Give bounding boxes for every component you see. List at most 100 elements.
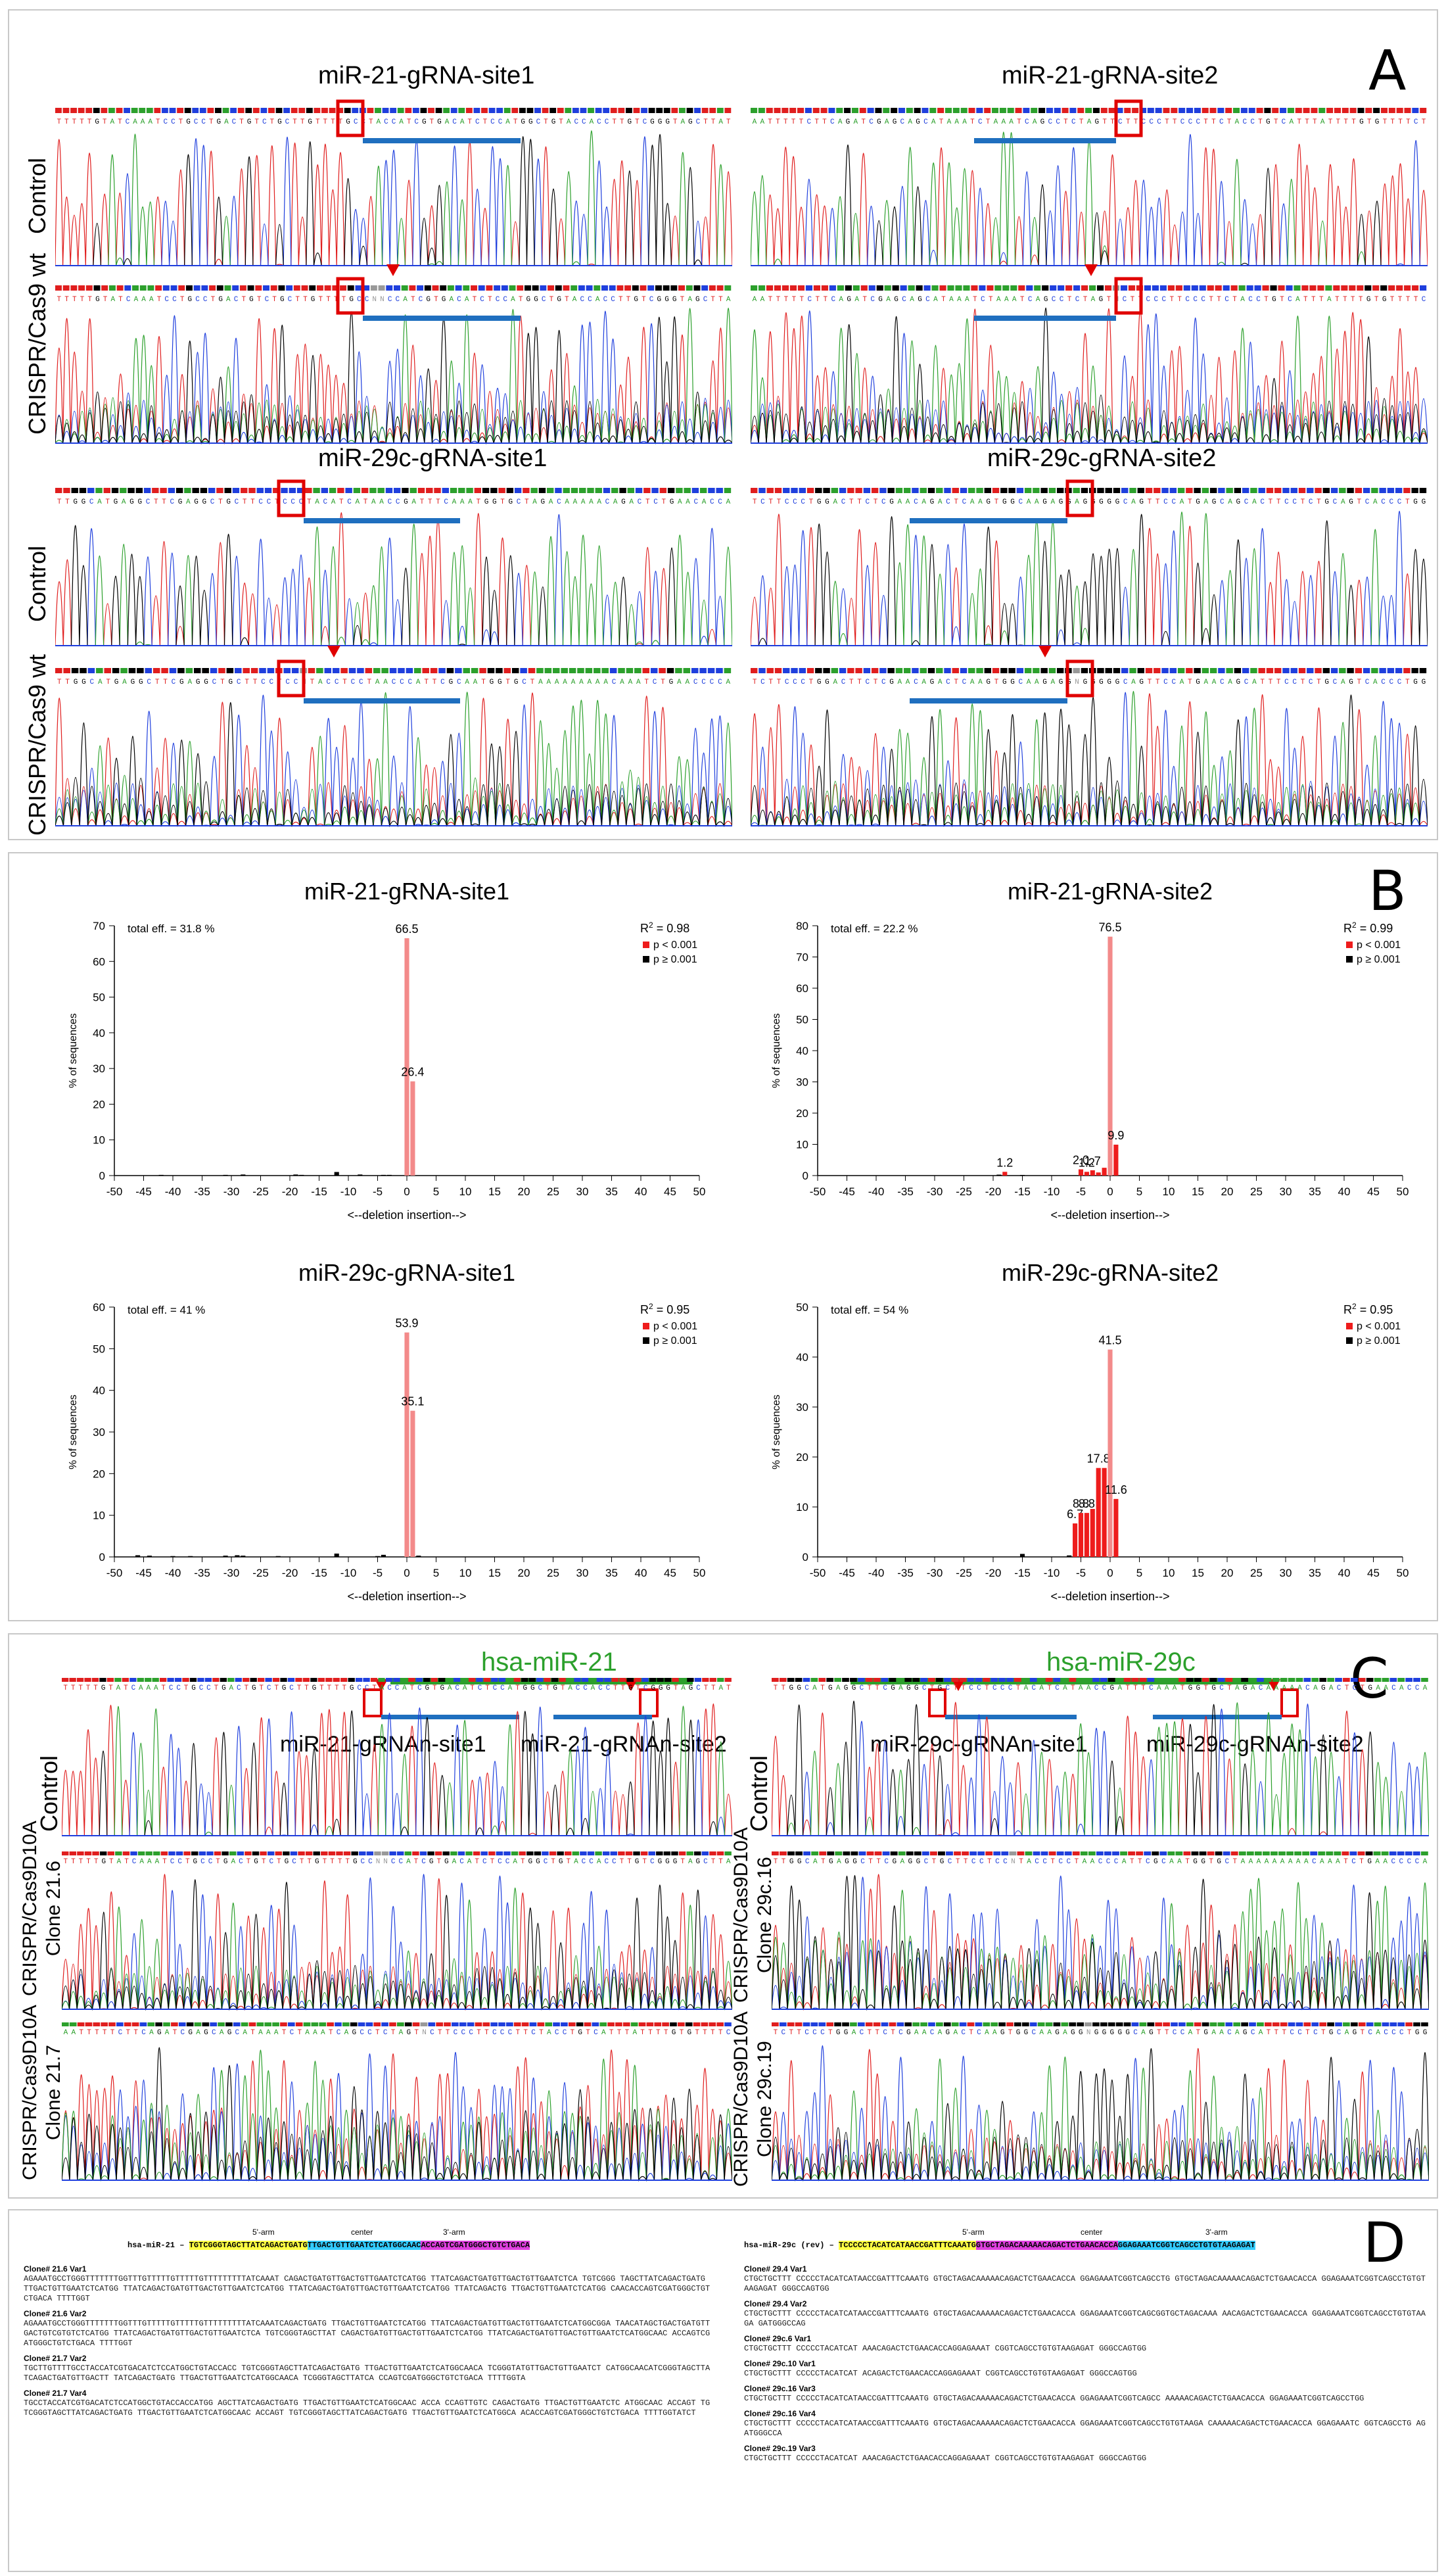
indel-bar <box>1067 1555 1072 1557</box>
svg-text:G: G <box>938 1684 943 1692</box>
svg-text:A: A <box>122 498 126 506</box>
svg-text:G: G <box>404 498 408 506</box>
svg-text:T: T <box>777 498 781 506</box>
clone-block: Clone# 29c.10 Var1 CTGCTGCTTT CCCCCTACATC… <box>744 2359 1137 2378</box>
svg-text:C: C <box>1259 1684 1263 1692</box>
svg-text:G: G <box>892 1858 897 1866</box>
svg-text:T: T <box>1361 1684 1365 1692</box>
clone-list-left: Clone# 21.6 Var1 AGAAATGCCTGGGTTTTTTTGGTT… <box>24 2259 714 2418</box>
svg-text:C: C <box>1055 1684 1060 1692</box>
y-tick-label: 0 <box>99 1551 105 1563</box>
svg-text:T: T <box>961 1684 966 1692</box>
svg-text:A: A <box>1228 498 1232 506</box>
site-title-1: miR-21-gRNA-site1 <box>318 62 535 89</box>
svg-text:C: C <box>760 498 765 506</box>
svg-text:A: A <box>590 118 594 126</box>
svg-text:C: C <box>1163 498 1168 506</box>
indel-bar <box>1113 1144 1119 1176</box>
x-tick-label: 10 <box>459 1185 472 1198</box>
svg-text:C: C <box>923 118 928 126</box>
svg-text:C: C <box>398 1858 403 1866</box>
svg-text:A: A <box>996 296 1001 304</box>
svg-text:A: A <box>629 498 634 506</box>
svg-text:C: C <box>200 1858 205 1866</box>
svg-text:A: A <box>154 1684 158 1692</box>
svg-text:G: G <box>311 296 315 304</box>
svg-text:C: C <box>841 679 846 686</box>
x-tick-label: 30 <box>1280 1185 1292 1198</box>
svg-text:C: C <box>388 296 392 304</box>
svg-text:G: G <box>1042 679 1047 686</box>
y-tick-label: 10 <box>93 1134 105 1147</box>
svg-text:p ≥ 0.001: p ≥ 0.001 <box>653 954 697 965</box>
svg-text:G: G <box>222 1684 226 1692</box>
svg-text:G: G <box>1139 679 1144 686</box>
svg-text:T: T <box>436 1858 441 1866</box>
x-tick-label: 30 <box>1280 1567 1292 1579</box>
svg-text:T: T <box>87 296 92 304</box>
svg-text:C: C <box>650 1858 655 1866</box>
svg-text:T: T <box>661 498 666 506</box>
svg-text:T: T <box>797 2029 801 2037</box>
svg-text:T: T <box>64 296 69 304</box>
svg-text:T: T <box>163 679 168 686</box>
svg-text:C: C <box>865 498 870 506</box>
svg-text:C: C <box>992 1684 997 1692</box>
svg-text:T: T <box>335 1684 339 1692</box>
grna-bar <box>945 1715 1077 1719</box>
svg-text:A: A <box>1169 1858 1174 1866</box>
svg-text:C: C <box>1353 1684 1357 1692</box>
svg-text:C: C <box>208 1858 213 1866</box>
svg-text:T: T <box>1305 2029 1310 2037</box>
svg-text:T: T <box>617 2029 622 2037</box>
x-tick-label: -5 <box>373 1185 383 1198</box>
svg-text:T: T <box>1110 118 1115 126</box>
svg-text:C: C <box>199 1684 204 1692</box>
x-tick-label: -10 <box>1044 1567 1060 1579</box>
chart-legend: R2 = 0.98 p < 0.001 p ≥ 0.001 <box>640 920 697 965</box>
svg-text:G: G <box>82 498 86 506</box>
svg-text:C: C <box>536 118 541 126</box>
x-tick-label: 35 <box>605 1567 618 1579</box>
svg-text:A: A <box>149 296 154 304</box>
svg-text:G: G <box>252 1684 256 1692</box>
svg-text:C: C <box>1114 1858 1119 1866</box>
svg-text:T: T <box>277 1858 281 1866</box>
svg-text:G: G <box>696 1858 701 1866</box>
svg-text:A: A <box>155 1858 160 1866</box>
y-tick-label: 0 <box>803 1551 808 1563</box>
svg-text:G: G <box>1375 118 1380 126</box>
svg-text:T: T <box>430 118 434 126</box>
svg-text:C: C <box>357 1684 362 1692</box>
svg-text:C: C <box>267 498 271 506</box>
svg-text:A: A <box>305 2029 310 2037</box>
svg-text:A: A <box>1083 1858 1087 1866</box>
svg-text:T: T <box>1148 498 1152 506</box>
svg-text:C: C <box>531 2029 536 2037</box>
svg-text:G: G <box>1359 118 1364 126</box>
x-tick-label: 5 <box>1136 1185 1142 1198</box>
svg-text:C: C <box>1248 296 1253 304</box>
svg-text:A: A <box>165 2029 170 2037</box>
svg-text:C: C <box>164 118 168 126</box>
svg-text:C: C <box>1048 118 1052 126</box>
svg-text:C: C <box>357 296 362 304</box>
svg-text:A: A <box>938 498 943 506</box>
y-tick-label: 30 <box>93 1426 105 1439</box>
svg-text:A: A <box>1235 118 1240 126</box>
svg-text:C: C <box>459 1858 464 1866</box>
svg-text:T: T <box>307 498 312 506</box>
svg-text:G: G <box>1042 498 1047 506</box>
svg-text:T: T <box>876 1858 881 1866</box>
svg-text:T: T <box>250 498 255 506</box>
svg-text:T: T <box>1185 1858 1190 1866</box>
svg-text:A: A <box>231 1858 235 1866</box>
svg-text:T: T <box>1169 296 1174 304</box>
y-tick-label: 20 <box>796 1451 808 1464</box>
svg-text:T: T <box>642 1858 647 1866</box>
indel-bar <box>1096 1172 1101 1176</box>
svg-text:T: T <box>259 1684 264 1692</box>
svg-text:C: C <box>1256 296 1261 304</box>
svg-text:C: C <box>1028 296 1033 304</box>
